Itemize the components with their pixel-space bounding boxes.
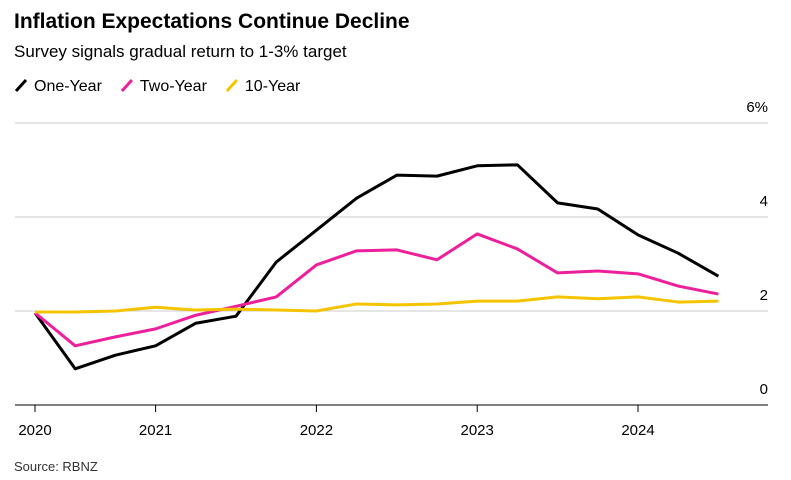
x-tick-label: 2021 [139, 422, 172, 439]
y-tick-label: 0 [760, 381, 768, 398]
legend-label: One-Year [34, 78, 103, 95]
y-tick-label: 4 [760, 193, 768, 210]
x-tick-label: 2020 [18, 422, 51, 439]
chart-title: Inflation Expectations Continue Decline [14, 10, 410, 33]
series-line [34, 232, 719, 348]
y-tick-label: 2 [760, 287, 768, 304]
legend-label: 10-Year [245, 78, 301, 95]
x-tick-label: 2022 [300, 422, 333, 439]
series-line [35, 295, 719, 314]
series-line [33, 163, 720, 371]
chart-subtitle: Survey signals gradual return to 1-3% ta… [14, 42, 347, 61]
legend-swatch [14, 78, 28, 93]
y-tick-label: 6% [746, 99, 768, 116]
x-tick-label: 2024 [621, 422, 654, 439]
source-note: Source: RBNZ [14, 459, 98, 474]
legend-label: Two-Year [140, 78, 208, 95]
legend-swatch [225, 78, 239, 93]
x-tick-label: 2023 [461, 422, 494, 439]
legend-swatch [120, 78, 134, 93]
